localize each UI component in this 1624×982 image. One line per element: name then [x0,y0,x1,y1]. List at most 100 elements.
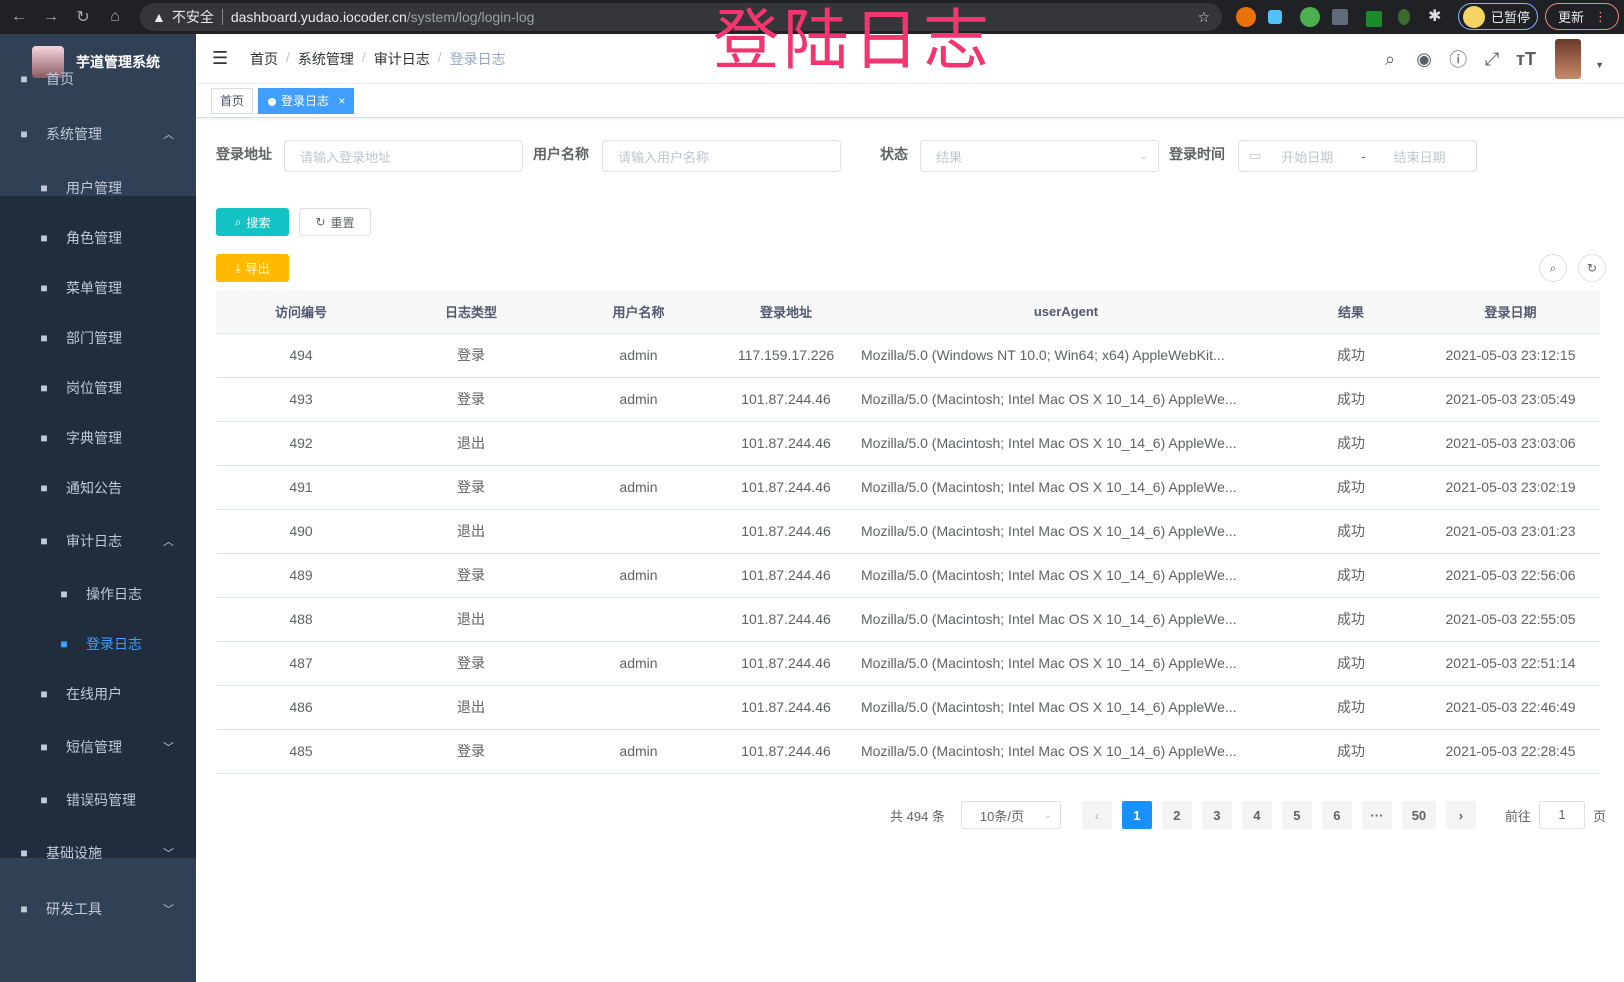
column-header: 访问编号 [216,290,386,334]
table-row[interactable]: 487 登录 admin 101.87.244.46 Mozilla/5.0 (Maci… [216,641,1600,686]
refresh-icon[interactable]: ↻ [1578,254,1606,282]
table-cell: 登录 [386,333,556,378]
caret-down-icon[interactable]: ▼ [1595,60,1604,70]
page-size-value: 10条/页 [979,808,1024,824]
profile-button[interactable]: 已暂停 [1458,3,1538,30]
table-row[interactable]: 486 退出 101.87.244.46 Mozilla/5.0 (Macintosh… [216,685,1600,730]
table-cell: 101.87.244.46 [721,685,851,730]
reload-icon[interactable]: ↻ [76,9,90,26]
table-cell: 101.87.244.46 [721,553,851,598]
page-button[interactable]: 6 [1321,801,1352,829]
table-cell: 2021-05-03 22:28:45 [1421,729,1600,774]
placeholder: 结果 [936,149,963,165]
sidebar-item-11[interactable]: ■ 登录日志 [0,619,196,669]
table-cell: 489 [216,553,386,598]
table-cell: 登录 [386,553,556,598]
sidebar-item-16[interactable]: ■ 研发工具 ﹀ [0,884,196,934]
sidebar-item-14[interactable]: ■ 错误码管理 [0,775,196,825]
extension-icon[interactable] [1366,11,1382,27]
extension-icon[interactable] [1398,9,1410,25]
goto-suffix: 页 [1592,808,1606,824]
prev-page-button[interactable]: ‹ [1081,801,1112,829]
font-size-icon[interactable]: тT [1516,48,1536,69]
dashboard-icon: ■ [20,72,28,86]
goto-page-input[interactable]: 1 [1538,801,1585,829]
page-button[interactable]: ··· [1361,801,1392,829]
page-button[interactable]: 3 [1201,801,1232,829]
pagination: 共 494 条 10条/页 ⌄ ‹ 1 2 3 4 5 6 ··· 50 › 前往 1 页 [890,801,1606,829]
hamburger-icon[interactable]: ☰ [212,48,229,68]
page-button[interactable]: 4 [1241,801,1272,829]
search-button[interactable]: ⌕ 搜索 [216,208,289,236]
sidebar-item-5[interactable]: ■ 部门管理 [0,313,196,363]
table-row[interactable]: 492 退出 101.87.244.46 Mozilla/5.0 (Macintosh… [216,421,1600,466]
page-button[interactable]: 2 [1161,801,1192,829]
tag-login-log[interactable]: 登录日志 × [258,88,355,114]
extension-icon[interactable] [1332,9,1348,25]
table-row[interactable]: 489 登录 admin 101.87.244.46 Mozilla/5.0 (Maci… [216,553,1600,598]
toggle-search-icon[interactable]: ⌕ [1539,254,1567,282]
address-bar[interactable]: ▲ 不安全 dashboard.yudao.iocoder.cn/system/… [140,3,1222,31]
puzzle-icon[interactable]: ✱ [1428,8,1442,25]
github-icon[interactable]: ◉ [1416,48,1432,69]
sidebar-item-4[interactable]: ■ 菜单管理 [0,263,196,313]
address-input[interactable]: 请输入登录地址 [284,140,523,172]
username-input[interactable]: 请输入用户名称 [602,140,841,172]
back-icon[interactable]: ← [11,8,27,25]
sidebar-item-15[interactable]: ■ 基础设施 ﹀ [0,828,196,878]
table-row[interactable]: 491 登录 admin 101.87.244.46 Mozilla/5.0 (Maci… [216,465,1600,510]
extension-icon[interactable] [1268,10,1282,24]
watermark-title: 登陆日志 [713,3,993,77]
fullscreen-icon[interactable]: ⤢ [1484,48,1500,69]
sidebar-item-0[interactable]: ■ 首页 [0,54,196,104]
next-page-button[interactable]: › [1445,801,1476,829]
sidebar-item-label: 审计日志 [66,533,122,549]
home-icon[interactable]: ⌂ [110,8,120,25]
sidebar-item-10[interactable]: ■ 操作日志 [0,569,196,619]
sidebar-item-12[interactable]: ■ 在线用户 [0,669,196,719]
question-icon[interactable]: ⓘ [1449,50,1468,70]
table-row[interactable]: 488 退出 101.87.244.46 Mozilla/5.0 (Macintosh… [216,597,1600,642]
export-label: 导出 [245,261,270,276]
table-row[interactable]: 485 登录 admin 101.87.244.46 Mozilla/5.0 (Maci… [216,729,1600,774]
table-cell: 491 [216,465,386,510]
table-cell: admin [556,465,721,510]
extension-icon[interactable] [1300,7,1320,27]
page-size-select[interactable]: 10条/页 ⌄ [960,801,1061,829]
table-cell: 101.87.244.46 [721,641,851,686]
reset-button[interactable]: ↻ 重置 [299,208,371,236]
forward-icon[interactable]: → [43,8,59,25]
table-row[interactable]: 490 退出 101.87.244.46 Mozilla/5.0 (Macintosh… [216,509,1600,554]
goto-label: 前往 [1504,808,1531,824]
search-icon[interactable]: ⌕ [1385,48,1396,69]
sidebar-item-13[interactable]: ■ 短信管理 ﹀ [0,722,196,772]
table-cell: 退出 [386,509,556,554]
sidebar-item-6[interactable]: ■ 岗位管理 [0,363,196,413]
breadcrumb-item[interactable]: 首页 [250,50,278,67]
bookmark-star-icon[interactable]: ☆ [1197,8,1210,25]
sidebar-item-3[interactable]: ■ 角色管理 [0,213,196,263]
page-button[interactable]: 50 [1401,801,1436,829]
logo[interactable]: 芋道管理系统 [0,34,196,90]
close-icon[interactable]: × [338,94,346,108]
table-cell: 成功 [1281,641,1421,686]
page-button[interactable]: 5 [1281,801,1312,829]
sidebar-item-8[interactable]: ■ 通知公告 [0,463,196,513]
table-row[interactable]: 493 登录 admin 101.87.244.46 Mozilla/5.0 (Maci… [216,377,1600,422]
sidebar-item-7[interactable]: ■ 字典管理 [0,413,196,463]
update-button[interactable]: 更新 ⋮ [1545,3,1619,30]
sidebar-item-label: 在线用户 [66,686,122,702]
date-range-picker[interactable]: ▭ 开始日期 - 结束日期 [1238,140,1477,172]
export-button[interactable]: ⤓ 导出 [216,254,289,282]
tag-home[interactable]: 首页 [211,88,254,114]
avatar[interactable] [1555,39,1582,79]
page-button[interactable]: 1 [1121,801,1152,829]
status-select[interactable]: 结果 ⌄ [920,140,1159,172]
extension-icon[interactable] [1236,7,1256,27]
table-row[interactable]: 494 登录 admin 117.159.17.226 Mozilla/5.0 (Win… [216,333,1600,378]
sidebar-item-2[interactable]: ■ 用户管理 [0,163,196,213]
peoples-icon: ■ [40,231,48,245]
sidebar-item-9[interactable]: ■ 审计日志 ︿ [0,516,196,566]
sidebar-item-1[interactable]: ■ 系统管理 ︿ [0,109,196,159]
table-cell: Mozilla/5.0 (Macintosh; Intel Mac OS X 1… [851,421,1281,466]
